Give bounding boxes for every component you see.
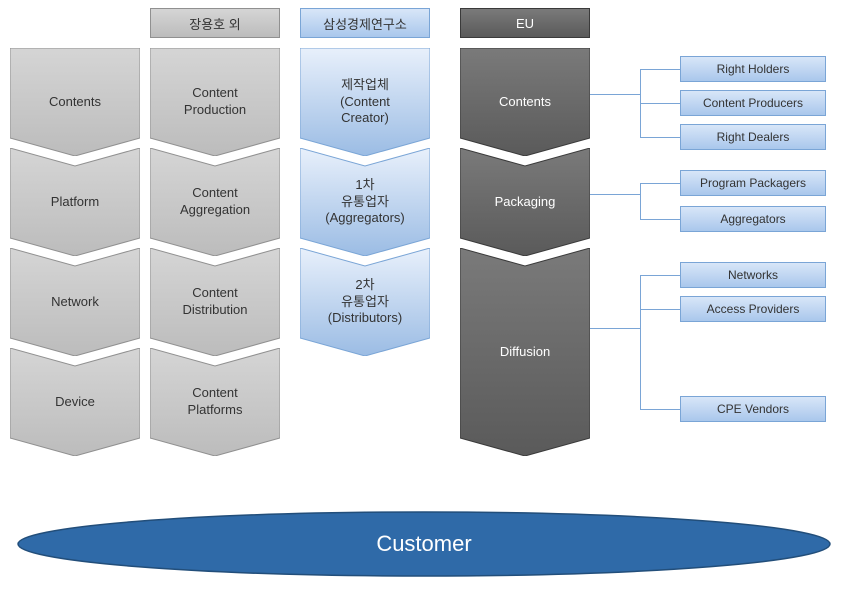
header-col4: EU <box>460 8 590 38</box>
col4-item-0: Contents <box>460 48 590 156</box>
connector-trunk-2 <box>640 275 641 409</box>
connector-stub-1 <box>590 194 640 195</box>
col1-item-0-label: Contents <box>43 94 107 111</box>
side-box-0-1-label: Content Producers <box>703 96 803 110</box>
side-box-1-1-label: Aggregators <box>720 212 785 226</box>
col1-item-2: Network <box>10 248 140 356</box>
side-box-0-2-label: Right Dealers <box>717 130 790 144</box>
col2-item-2-label: Content Distribution <box>176 285 253 319</box>
col2-item-3: Content Platforms <box>150 348 280 456</box>
connector-branch-2-0 <box>640 275 680 276</box>
connector-branch-2-1 <box>640 309 680 310</box>
col4-item-0-label: Contents <box>493 94 557 111</box>
connector-branch-1-1 <box>640 219 680 220</box>
header-col3-label: 삼성경제연구소 <box>323 14 407 33</box>
side-box-0-1: Content Producers <box>680 90 826 116</box>
side-box-0-0-label: Right Holders <box>717 62 790 76</box>
col3-item-2: 2차 유통업자 (Distributors) <box>300 248 430 356</box>
header-col2: 장용호 외 <box>150 8 280 38</box>
col1-item-1-label: Platform <box>45 194 105 211</box>
side-box-extra-2-0: CPE Vendors <box>680 396 826 422</box>
col1-item-3: Device <box>10 348 140 456</box>
connector-branch-1-0 <box>640 183 680 184</box>
col1-item-3-label: Device <box>49 394 101 411</box>
col1-item-2-label: Network <box>45 294 105 311</box>
connector-branch-0-2 <box>640 137 680 138</box>
header-col3: 삼성경제연구소 <box>300 8 430 38</box>
col4-item-1-label: Packaging <box>489 194 562 211</box>
col3-item-0: 제작업체 (Content Creator) <box>300 48 430 156</box>
col2-item-3-label: Content Platforms <box>182 385 249 419</box>
col3-item-1-label: 1차 유통업자 (Aggregators) <box>319 177 410 228</box>
col1-item-0: Contents <box>10 48 140 156</box>
col3-item-2-label: 2차 유통업자 (Distributors) <box>322 277 408 328</box>
side-box-2-0: Networks <box>680 262 826 288</box>
header-col4-label: EU <box>516 16 534 31</box>
connector-stub-2 <box>590 328 640 329</box>
col2-item-0-label: Content Production <box>178 85 252 119</box>
customer-ellipse: Customer <box>14 508 834 580</box>
col2-item-0: Content Production <box>150 48 280 156</box>
col2-item-2: Content Distribution <box>150 248 280 356</box>
col4-item-2: Diffusion <box>460 248 590 456</box>
col3-item-0-label: 제작업체 (Content Creator) <box>334 77 396 128</box>
side-box-0-0: Right Holders <box>680 56 826 82</box>
col1-item-1: Platform <box>10 148 140 256</box>
side-box-1-0: Program Packagers <box>680 170 826 196</box>
connector-branch-0-1 <box>640 103 680 104</box>
connector-extra-branch-2-0 <box>640 409 680 410</box>
col3-item-1: 1차 유통업자 (Aggregators) <box>300 148 430 256</box>
side-box-2-0-label: Networks <box>728 268 778 282</box>
customer-label: Customer <box>376 531 471 557</box>
header-col2-label: 장용호 외 <box>189 14 240 33</box>
side-box-extra-2-0-label: CPE Vendors <box>717 402 789 416</box>
side-box-0-2: Right Dealers <box>680 124 826 150</box>
col2-item-1: Content Aggregation <box>150 148 280 256</box>
connector-stub-0 <box>590 94 640 95</box>
side-box-2-1: Access Providers <box>680 296 826 322</box>
col4-item-1: Packaging <box>460 148 590 256</box>
connector-trunk-1 <box>640 183 641 219</box>
col4-item-2-label: Diffusion <box>494 344 556 361</box>
side-box-1-1: Aggregators <box>680 206 826 232</box>
col2-item-1-label: Content Aggregation <box>174 185 256 219</box>
side-box-2-1-label: Access Providers <box>707 302 800 316</box>
connector-branch-0-0 <box>640 69 680 70</box>
side-box-1-0-label: Program Packagers <box>700 176 806 190</box>
